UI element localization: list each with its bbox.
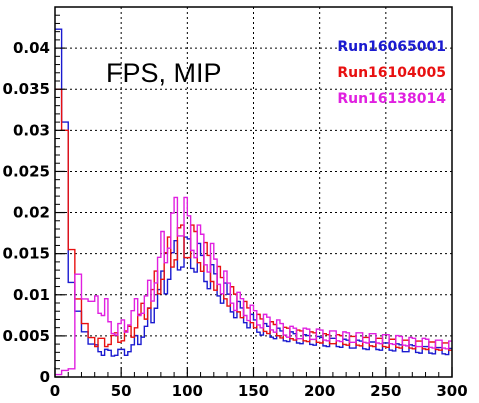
y-tick-label: 0.02: [13, 204, 50, 222]
chart-title: FPS, MIP: [106, 58, 222, 88]
legend-entry: Run16138014: [337, 91, 446, 107]
y-tick-labels: 0 0.005 0.01 0.015 0.02 0.025 0.03 0.035 0.04: [3, 39, 50, 386]
y-tick-label: 0.04: [13, 39, 50, 57]
x-tick-label: 250: [370, 382, 401, 400]
y-tick-label: 0.01: [13, 286, 50, 304]
x-tick-labels: 0 50 100 150 200 250 300: [50, 382, 468, 400]
y-tick-label: 0.005: [3, 327, 50, 345]
y-tick-label: 0.035: [3, 80, 50, 98]
legend-entry: Run16065001: [337, 39, 446, 55]
series-line-run16138014: [55, 196, 452, 376]
axis-ticks: [54, 14, 453, 378]
x-tick-label: 150: [238, 382, 269, 400]
grid-lines: [55, 7, 452, 377]
x-tick-label: 200: [304, 382, 335, 400]
x-tick-label: 100: [172, 382, 203, 400]
legend-entry: Run16104005: [337, 65, 446, 81]
y-tick-label: 0.025: [3, 162, 50, 180]
y-tick-label: 0.03: [13, 121, 50, 139]
legend: Run16065001 Run16104005 Run16138014: [337, 39, 446, 107]
x-tick-label: 0: [50, 382, 60, 400]
x-tick-label: 300: [436, 382, 467, 400]
y-tick-label: 0.015: [3, 245, 50, 263]
series-lines: [55, 28, 452, 376]
x-tick-label: 50: [111, 382, 132, 400]
y-tick-label: 0: [40, 368, 50, 386]
